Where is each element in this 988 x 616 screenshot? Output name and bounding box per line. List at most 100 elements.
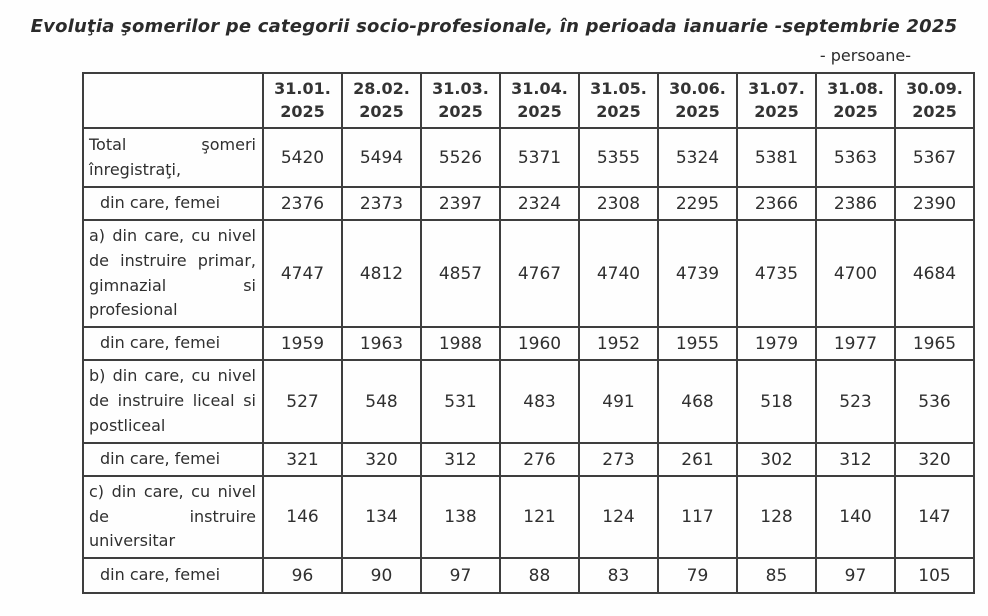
value-cell: 97 bbox=[815, 557, 896, 594]
value-cell: 468 bbox=[657, 359, 738, 444]
value-cell: 518 bbox=[736, 359, 817, 444]
column-header: 31.03. 2025 bbox=[420, 72, 501, 129]
value-cell: 85 bbox=[736, 557, 817, 594]
value-cell: 1963 bbox=[341, 326, 422, 361]
row-label: din care, femei bbox=[82, 442, 264, 477]
value-cell: 312 bbox=[420, 442, 501, 477]
value-cell: 147 bbox=[894, 475, 975, 559]
value-cell: 312 bbox=[815, 442, 896, 477]
column-header: 28.02. 2025 bbox=[341, 72, 422, 129]
value-cell: 124 bbox=[578, 475, 659, 559]
value-cell: 4735 bbox=[736, 219, 817, 328]
value-cell: 4684 bbox=[894, 219, 975, 328]
value-cell: 96 bbox=[262, 557, 343, 594]
value-cell: 134 bbox=[341, 475, 422, 559]
row-label: a) din care, cu nivel de instruire prima… bbox=[82, 219, 264, 328]
unit-of-measure-label: - persoane- bbox=[819, 46, 911, 65]
value-cell: 138 bbox=[420, 475, 501, 559]
value-cell: 321 bbox=[262, 442, 343, 477]
value-cell: 536 bbox=[894, 359, 975, 444]
table-row: b) din care, cu nivel de instruire licea… bbox=[82, 359, 975, 444]
scanned-document-page: Evoluţia şomerilor pe categorii socio-pr… bbox=[0, 16, 988, 616]
column-header: 31.08. 2025 bbox=[815, 72, 896, 129]
value-cell: 128 bbox=[736, 475, 817, 559]
value-cell: 302 bbox=[736, 442, 817, 477]
value-cell: 491 bbox=[578, 359, 659, 444]
row-label: din care, femei bbox=[82, 326, 264, 361]
document-title: Evoluţia şomerilor pe categorii socio-pr… bbox=[30, 16, 958, 37]
value-cell: 1955 bbox=[657, 326, 738, 361]
value-cell: 5381 bbox=[736, 127, 817, 188]
value-cell: 5363 bbox=[815, 127, 896, 188]
value-cell: 2324 bbox=[499, 186, 580, 221]
value-cell: 1979 bbox=[736, 326, 817, 361]
value-cell: 1960 bbox=[499, 326, 580, 361]
column-header: 31.07. 2025 bbox=[736, 72, 817, 129]
table-row: c) din care, cu nivel de instruire unive… bbox=[82, 475, 975, 559]
unemployment-statistics-table: 31.01. 2025 28.02. 2025 31.03. 2025 31.04. … bbox=[82, 72, 975, 594]
value-cell: 121 bbox=[499, 475, 580, 559]
value-cell: 88 bbox=[499, 557, 580, 594]
value-cell: 1965 bbox=[894, 326, 975, 361]
value-cell: 105 bbox=[894, 557, 975, 594]
row-label: c) din care, cu nivel de instruire unive… bbox=[82, 475, 264, 559]
table-row: din care, femei 96 90 97 88 83 79 85 97 105 bbox=[82, 557, 975, 594]
value-cell: 2295 bbox=[657, 186, 738, 221]
header-row: 31.01. 2025 28.02. 2025 31.03. 2025 31.04. … bbox=[82, 72, 975, 129]
value-cell: 83 bbox=[578, 557, 659, 594]
column-header: 31.05. 2025 bbox=[578, 72, 659, 129]
value-cell: 79 bbox=[657, 557, 738, 594]
value-cell: 4812 bbox=[341, 219, 422, 328]
empty-corner-cell bbox=[82, 72, 264, 129]
row-label: din care, femei bbox=[82, 557, 264, 594]
value-cell: 117 bbox=[657, 475, 738, 559]
value-cell: 2376 bbox=[262, 186, 343, 221]
table-row: din care, femei 2376 2373 2397 2324 2308 2295 2… bbox=[82, 186, 975, 221]
value-cell: 1959 bbox=[262, 326, 343, 361]
table-row: din care, femei 321 320 312 276 273 261 302 312 3… bbox=[82, 442, 975, 477]
value-cell: 527 bbox=[262, 359, 343, 444]
value-cell: 548 bbox=[341, 359, 422, 444]
value-cell: 5371 bbox=[499, 127, 580, 188]
value-cell: 2386 bbox=[815, 186, 896, 221]
value-cell: 320 bbox=[341, 442, 422, 477]
value-cell: 2308 bbox=[578, 186, 659, 221]
value-cell: 140 bbox=[815, 475, 896, 559]
value-cell: 4700 bbox=[815, 219, 896, 328]
value-cell: 261 bbox=[657, 442, 738, 477]
value-cell: 5367 bbox=[894, 127, 975, 188]
column-header: 30.06. 2025 bbox=[657, 72, 738, 129]
column-header: 31.01. 2025 bbox=[262, 72, 343, 129]
value-cell: 483 bbox=[499, 359, 580, 444]
value-cell: 146 bbox=[262, 475, 343, 559]
value-cell: 2366 bbox=[736, 186, 817, 221]
value-cell: 1952 bbox=[578, 326, 659, 361]
value-cell: 523 bbox=[815, 359, 896, 444]
value-cell: 1988 bbox=[420, 326, 501, 361]
value-cell: 4739 bbox=[657, 219, 738, 328]
table-row: a) din care, cu nivel de instruire prima… bbox=[82, 219, 975, 328]
value-cell: 4740 bbox=[578, 219, 659, 328]
value-cell: 5526 bbox=[420, 127, 501, 188]
value-cell: 4747 bbox=[262, 219, 343, 328]
column-header: 31.04. 2025 bbox=[499, 72, 580, 129]
value-cell: 2397 bbox=[420, 186, 501, 221]
value-cell: 1977 bbox=[815, 326, 896, 361]
value-cell: 5494 bbox=[341, 127, 422, 188]
value-cell: 97 bbox=[420, 557, 501, 594]
value-cell: 5420 bbox=[262, 127, 343, 188]
table-row: din care, femei 1959 1963 1988 1960 1952 1955 1… bbox=[82, 326, 975, 361]
value-cell: 2390 bbox=[894, 186, 975, 221]
value-cell: 4767 bbox=[499, 219, 580, 328]
row-label: Total şomeri înregistraţi, bbox=[82, 127, 264, 188]
value-cell: 90 bbox=[341, 557, 422, 594]
value-cell: 5355 bbox=[578, 127, 659, 188]
row-label: b) din care, cu nivel de instruire licea… bbox=[82, 359, 264, 444]
value-cell: 5324 bbox=[657, 127, 738, 188]
column-header: 30.09. 2025 bbox=[894, 72, 975, 129]
value-cell: 320 bbox=[894, 442, 975, 477]
value-cell: 276 bbox=[499, 442, 580, 477]
table-row: Total şomeri înregistraţi, 5420 5494 5526 53… bbox=[82, 127, 975, 188]
value-cell: 531 bbox=[420, 359, 501, 444]
value-cell: 273 bbox=[578, 442, 659, 477]
